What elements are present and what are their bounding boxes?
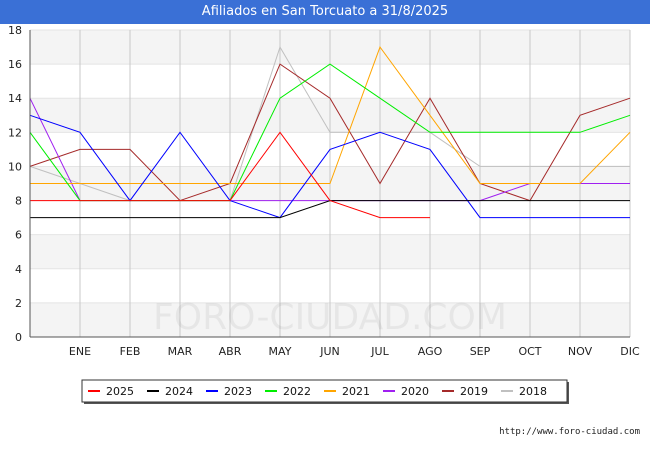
y-tick-label: 2 [15, 297, 22, 310]
x-tick-label: MAR [168, 345, 193, 358]
x-tick-label: NOV [568, 345, 593, 358]
x-tick-label: JUN [319, 345, 340, 358]
legend: 2025 2024 2023 2022 2021 2020 2019 2018 [81, 379, 569, 404]
series-lines [29, 45, 631, 219]
legend-label-2022: 2022 [283, 385, 311, 398]
x-tick-label: SEP [470, 345, 491, 358]
x-tick-label: OCT [518, 345, 541, 358]
x-tick-label: ABR [219, 345, 242, 358]
legend-label-2021: 2021 [342, 385, 370, 398]
axes [29, 30, 630, 338]
y-tick-labels: 0 2 4 6 8 10 12 14 16 18 [8, 24, 22, 344]
series-line-2025 [30, 131, 430, 219]
y-tick-label: 4 [15, 263, 22, 276]
y-tick-label: 18 [8, 24, 22, 37]
legend-label-2025: 2025 [106, 385, 134, 398]
legend-label-2019: 2019 [460, 385, 488, 398]
y-tick-label: 0 [15, 331, 22, 344]
y-tick-label: 8 [15, 195, 22, 208]
x-tick-labels: ENE FEB MAR ABR MAY JUN JUL AGO SEP OCT NOV DIC [69, 345, 640, 358]
x-tick-label: FEB [120, 345, 141, 358]
y-tick-label: 12 [8, 126, 22, 139]
y-tick-label: 6 [15, 229, 22, 242]
y-tick-label: 14 [8, 92, 22, 105]
y-tick-label: 16 [8, 58, 22, 71]
y-tick-label: 10 [8, 160, 22, 173]
watermark: FORO-CIUDAD.COM [153, 297, 507, 338]
x-tick-label: DIC [620, 345, 640, 358]
footer-url: http://www.foro-ciudad.com [499, 427, 640, 437]
x-tick-label: AGO [418, 345, 443, 358]
legend-label-2020: 2020 [401, 385, 429, 398]
x-tick-label: ENE [69, 345, 91, 358]
x-tick-label: MAY [269, 345, 292, 358]
x-tick-label: JUL [370, 345, 389, 358]
legend-label-2023: 2023 [224, 385, 252, 398]
series-line-2021 [30, 46, 631, 184]
chart-title: Afiliados en San Torcuato a 31/8/2025 [0, 0, 650, 24]
legend-label-2018: 2018 [519, 385, 547, 398]
legend-label-2024: 2024 [165, 385, 193, 398]
